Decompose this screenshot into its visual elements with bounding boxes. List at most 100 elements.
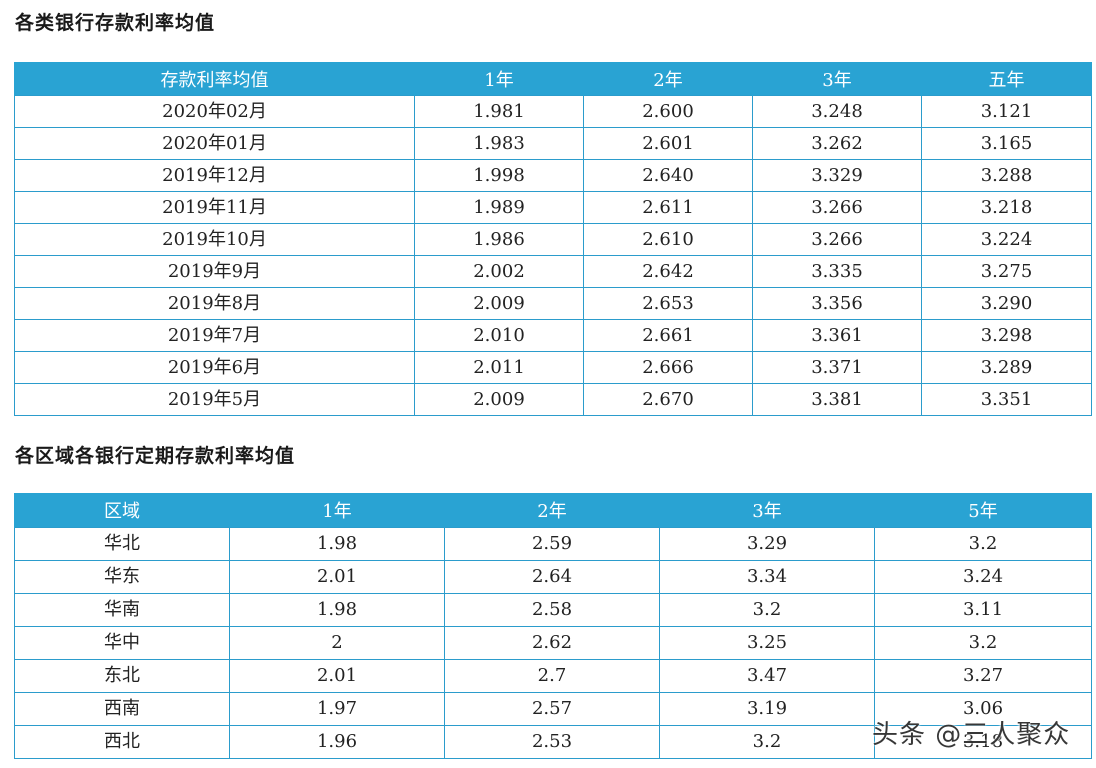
table-row: 2019年11月 1.989 2.611 3.266 3.218 bbox=[14, 191, 1092, 224]
value-cell: 2.610 bbox=[583, 223, 753, 256]
table2-title: 各区域各银行定期存款利率均值 bbox=[15, 445, 296, 467]
row-label-cell: 2019年11月 bbox=[14, 191, 415, 224]
value-cell: 3.2 bbox=[874, 527, 1092, 561]
column-header: 五年 bbox=[921, 62, 1092, 96]
value-cell: 3.356 bbox=[752, 287, 922, 320]
value-cell: 3.2 bbox=[659, 593, 875, 627]
row-label-cell: 2019年8月 bbox=[14, 287, 415, 320]
value-cell: 2.53 bbox=[444, 725, 660, 759]
value-cell: 1.986 bbox=[414, 223, 584, 256]
column-header: 3年 bbox=[752, 62, 922, 96]
regional-fixed-deposit-rate-table: 区域 1年 2年 3年 5年 华北 1.98 2.59 3.29 3.2 华东 2.01 2.… bbox=[14, 493, 1092, 759]
value-cell: 3.19 bbox=[659, 692, 875, 726]
value-cell: 2.01 bbox=[229, 560, 445, 594]
value-cell: 2.666 bbox=[583, 351, 753, 384]
value-cell: 3.289 bbox=[921, 351, 1092, 384]
table2-header-row: 区域 1年 2年 3年 5年 bbox=[14, 493, 1092, 528]
value-cell: 3.361 bbox=[752, 319, 922, 352]
row-label-cell: 2019年10月 bbox=[14, 223, 415, 256]
table-row: 2019年7月 2.010 2.661 3.361 3.298 bbox=[14, 319, 1092, 352]
row-label-cell: 华北 bbox=[14, 527, 230, 561]
value-cell: 3.329 bbox=[752, 159, 922, 192]
table-row: 2019年6月 2.011 2.666 3.371 3.289 bbox=[14, 351, 1092, 384]
value-cell: 3.381 bbox=[752, 383, 922, 416]
value-cell: 1.981 bbox=[414, 95, 584, 128]
value-cell: 3.2 bbox=[659, 725, 875, 759]
row-label-cell: 2019年9月 bbox=[14, 255, 415, 288]
column-header: 5年 bbox=[874, 493, 1092, 528]
table-row: 2019年12月 1.998 2.640 3.329 3.288 bbox=[14, 159, 1092, 192]
value-cell: 3.266 bbox=[752, 223, 922, 256]
row-label-cell: 2020年02月 bbox=[14, 95, 415, 128]
row-label-cell: 华南 bbox=[14, 593, 230, 627]
row-label-cell: 2019年6月 bbox=[14, 351, 415, 384]
value-cell: 3.18 bbox=[874, 725, 1092, 759]
value-cell: 2.57 bbox=[444, 692, 660, 726]
value-cell: 3.335 bbox=[752, 255, 922, 288]
value-cell: 2.010 bbox=[414, 319, 584, 352]
row-label-cell: 华东 bbox=[14, 560, 230, 594]
row-label-cell: 2019年7月 bbox=[14, 319, 415, 352]
value-cell: 2.58 bbox=[444, 593, 660, 627]
value-cell: 3.371 bbox=[752, 351, 922, 384]
deposit-rate-average-table: 存款利率均值 1年 2年 3年 五年 2020年02月 1.981 2.600 3.2… bbox=[14, 62, 1092, 416]
table-row: 华中 2 2.62 3.25 3.2 bbox=[14, 626, 1092, 660]
value-cell: 3.06 bbox=[874, 692, 1092, 726]
value-cell: 2.670 bbox=[583, 383, 753, 416]
value-cell: 3.121 bbox=[921, 95, 1092, 128]
value-cell: 3.27 bbox=[874, 659, 1092, 693]
row-label-cell: 2020年01月 bbox=[14, 127, 415, 160]
value-cell: 1.96 bbox=[229, 725, 445, 759]
value-cell: 2.009 bbox=[414, 287, 584, 320]
table-row: 2019年10月 1.986 2.610 3.266 3.224 bbox=[14, 223, 1092, 256]
value-cell: 2.011 bbox=[414, 351, 584, 384]
row-label-cell: 东北 bbox=[14, 659, 230, 693]
column-header: 1年 bbox=[414, 62, 584, 96]
value-cell: 1.983 bbox=[414, 127, 584, 160]
table-row: 西南 1.97 2.57 3.19 3.06 bbox=[14, 692, 1092, 726]
column-header: 3年 bbox=[659, 493, 875, 528]
value-cell: 3.24 bbox=[874, 560, 1092, 594]
table-row: 2019年8月 2.009 2.653 3.356 3.290 bbox=[14, 287, 1092, 320]
value-cell: 3.29 bbox=[659, 527, 875, 561]
value-cell: 3.47 bbox=[659, 659, 875, 693]
value-cell: 2 bbox=[229, 626, 445, 660]
value-cell: 2.642 bbox=[583, 255, 753, 288]
table-row: 2019年9月 2.002 2.642 3.335 3.275 bbox=[14, 255, 1092, 288]
value-cell: 3.262 bbox=[752, 127, 922, 160]
value-cell: 3.290 bbox=[921, 287, 1092, 320]
value-cell: 1.97 bbox=[229, 692, 445, 726]
value-cell: 3.288 bbox=[921, 159, 1092, 192]
value-cell: 1.998 bbox=[414, 159, 584, 192]
row-label-cell: 西南 bbox=[14, 692, 230, 726]
row-label-cell: 2019年5月 bbox=[14, 383, 415, 416]
column-header: 区域 bbox=[14, 493, 230, 528]
table-row: 2020年01月 1.983 2.601 3.262 3.165 bbox=[14, 127, 1092, 160]
column-header: 2年 bbox=[583, 62, 753, 96]
table-row: 2020年02月 1.981 2.600 3.248 3.121 bbox=[14, 95, 1092, 128]
value-cell: 2.002 bbox=[414, 255, 584, 288]
table-row: 华北 1.98 2.59 3.29 3.2 bbox=[14, 527, 1092, 561]
table1-header-row: 存款利率均值 1年 2年 3年 五年 bbox=[14, 62, 1092, 96]
value-cell: 3.275 bbox=[921, 255, 1092, 288]
value-cell: 1.989 bbox=[414, 191, 584, 224]
value-cell: 2.600 bbox=[583, 95, 753, 128]
value-cell: 3.11 bbox=[874, 593, 1092, 627]
value-cell: 3.351 bbox=[921, 383, 1092, 416]
value-cell: 3.266 bbox=[752, 191, 922, 224]
value-cell: 2.640 bbox=[583, 159, 753, 192]
value-cell: 2.59 bbox=[444, 527, 660, 561]
value-cell: 1.98 bbox=[229, 527, 445, 561]
value-cell: 3.34 bbox=[659, 560, 875, 594]
value-cell: 3.218 bbox=[921, 191, 1092, 224]
value-cell: 1.98 bbox=[229, 593, 445, 627]
value-cell: 2.62 bbox=[444, 626, 660, 660]
value-cell: 3.248 bbox=[752, 95, 922, 128]
table-row: 华南 1.98 2.58 3.2 3.11 bbox=[14, 593, 1092, 627]
value-cell: 2.01 bbox=[229, 659, 445, 693]
value-cell: 3.224 bbox=[921, 223, 1092, 256]
watermark-text: 头条 @三人聚众 bbox=[872, 720, 1071, 750]
value-cell: 3.2 bbox=[874, 626, 1092, 660]
column-header: 1年 bbox=[229, 493, 445, 528]
table-row: 西北 1.96 2.53 3.2 3.18 bbox=[14, 725, 1092, 759]
